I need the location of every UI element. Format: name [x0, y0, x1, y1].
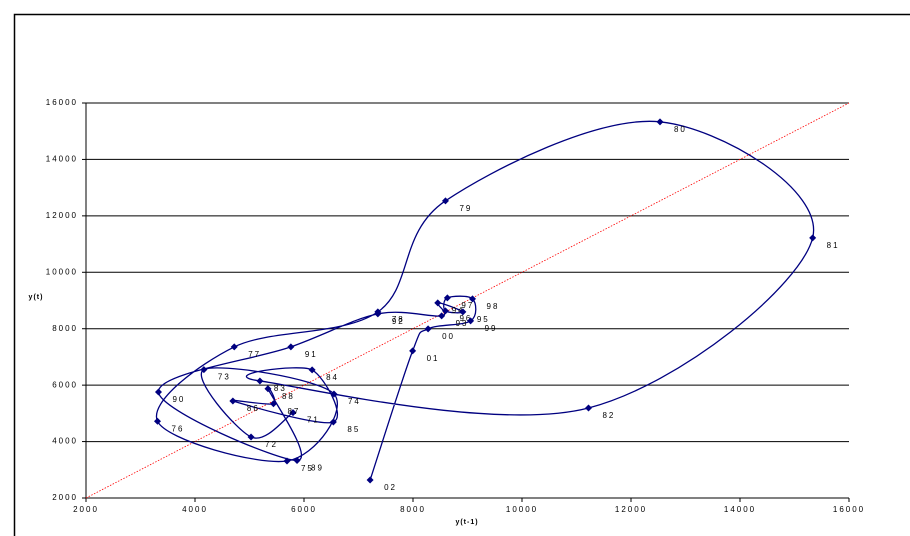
- y-tick-label: 16000: [46, 98, 78, 107]
- point: [264, 385, 272, 393]
- point-label: 87: [287, 407, 300, 416]
- point-label: 94: [452, 306, 465, 315]
- point: [656, 118, 664, 126]
- x-tick-label: 8000: [400, 505, 426, 514]
- point: [256, 377, 264, 385]
- point-label: 01: [427, 354, 440, 363]
- chart-frame: [13, 13, 910, 536]
- point-label: 82: [602, 411, 615, 420]
- point-label: 81: [827, 241, 840, 250]
- x-axis-title: y(t-1): [455, 519, 478, 526]
- point: [374, 310, 382, 318]
- y-tick-label: 12000: [46, 211, 78, 220]
- point-label: 91: [305, 350, 318, 359]
- point: [269, 400, 277, 408]
- point: [308, 366, 316, 374]
- point: [229, 397, 237, 405]
- point: [443, 294, 451, 302]
- x-tick-label: 16000: [833, 505, 865, 514]
- point: [469, 295, 477, 303]
- y-tick-label: 8000: [52, 324, 78, 333]
- point: [247, 433, 255, 441]
- point: [441, 307, 449, 315]
- point: [459, 308, 467, 316]
- point: [154, 417, 162, 425]
- point: [230, 343, 238, 351]
- point-label: 95: [477, 315, 490, 324]
- x-tick-label: 2000: [73, 505, 99, 514]
- y-tick-label: 10000: [46, 267, 78, 276]
- point-label: 74: [348, 397, 361, 406]
- point: [283, 457, 291, 465]
- point-label: 98: [487, 302, 500, 311]
- point-label: 89: [311, 464, 324, 473]
- point-label: 88: [282, 392, 295, 401]
- point: [438, 312, 446, 320]
- point: [200, 366, 208, 374]
- point-label: 02: [384, 483, 397, 492]
- point-label: 00: [442, 332, 455, 341]
- point-label: 86: [247, 404, 260, 413]
- point: [289, 409, 297, 417]
- point: [409, 347, 417, 355]
- point: [467, 317, 475, 325]
- point-label: 77: [248, 350, 261, 359]
- point-label: 76: [172, 424, 185, 433]
- y-axis-title: y(t): [29, 294, 44, 301]
- x-tick-label: 10000: [506, 505, 538, 514]
- point: [293, 456, 301, 464]
- point-label: 72: [265, 440, 278, 449]
- point-label: 73: [218, 373, 231, 382]
- point-label: 71: [307, 416, 320, 425]
- point-label: 90: [172, 395, 185, 404]
- point-label: 80: [674, 125, 687, 134]
- x-tick-label: 12000: [615, 505, 647, 514]
- y-tick-label: 6000: [52, 380, 78, 389]
- point-label: 97: [461, 301, 474, 310]
- point-label: 93: [456, 319, 469, 328]
- point-label: 83: [274, 384, 287, 393]
- point-label: 75: [301, 464, 314, 473]
- y-tick-label: 4000: [52, 437, 78, 446]
- point: [330, 390, 338, 398]
- point-label: 78: [392, 315, 405, 324]
- diagonal: [85, 102, 850, 499]
- y-tick-label: 2000: [52, 493, 78, 502]
- x-tick-label: 14000: [724, 505, 756, 514]
- point-label: 84: [326, 373, 339, 382]
- point: [809, 234, 817, 242]
- point-label: 79: [459, 204, 472, 213]
- y-tick-label: 14000: [46, 155, 78, 164]
- x-tick-label: 6000: [291, 505, 317, 514]
- series-line: [155, 120, 815, 481]
- point: [434, 299, 442, 307]
- x-tick-label: 4000: [182, 505, 208, 514]
- point: [329, 418, 337, 426]
- point: [287, 343, 295, 351]
- point: [424, 325, 432, 333]
- point-label: 96: [459, 314, 472, 323]
- point: [154, 388, 162, 396]
- point-label: 85: [347, 425, 360, 434]
- point-label: 92: [392, 317, 405, 326]
- point: [441, 197, 449, 205]
- point: [584, 404, 592, 412]
- point: [366, 476, 374, 484]
- point-label: 99: [485, 324, 498, 333]
